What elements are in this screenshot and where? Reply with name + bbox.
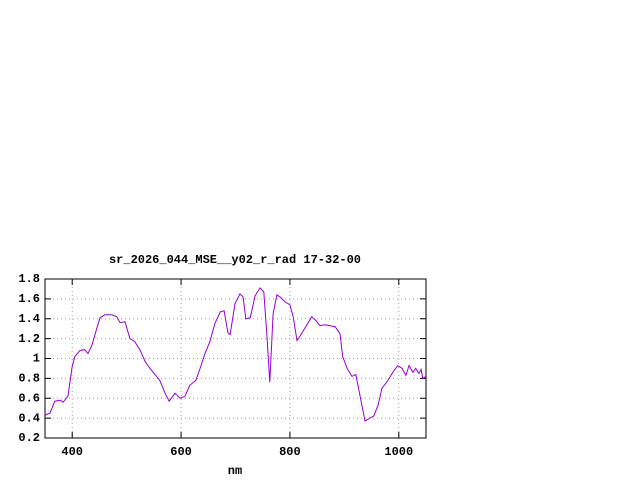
x-tick-label: 1000: [384, 445, 413, 459]
y-tick-label: 0.4: [18, 411, 40, 425]
y-tick-label: 1.2: [18, 332, 40, 346]
y-tick-label: 1.6: [18, 292, 40, 306]
y-tick-label: 0.2: [18, 431, 40, 445]
y-tick-label: 1: [33, 352, 40, 366]
x-tick-label: 800: [279, 445, 301, 459]
x-tick-label: 400: [61, 445, 83, 459]
y-tick-label: 0.6: [18, 391, 40, 405]
y-tick-label: 0.8: [18, 372, 40, 386]
x-tick-label: 600: [170, 445, 192, 459]
x-axis-label: nm: [228, 464, 242, 478]
y-tick-label: 1.4: [18, 312, 40, 326]
y-tick-label: 1.8: [18, 272, 40, 286]
chart-title: sr_2026_044_MSE__y02_r_rad 17-32-00: [109, 253, 361, 267]
data-line: [44, 287, 427, 422]
